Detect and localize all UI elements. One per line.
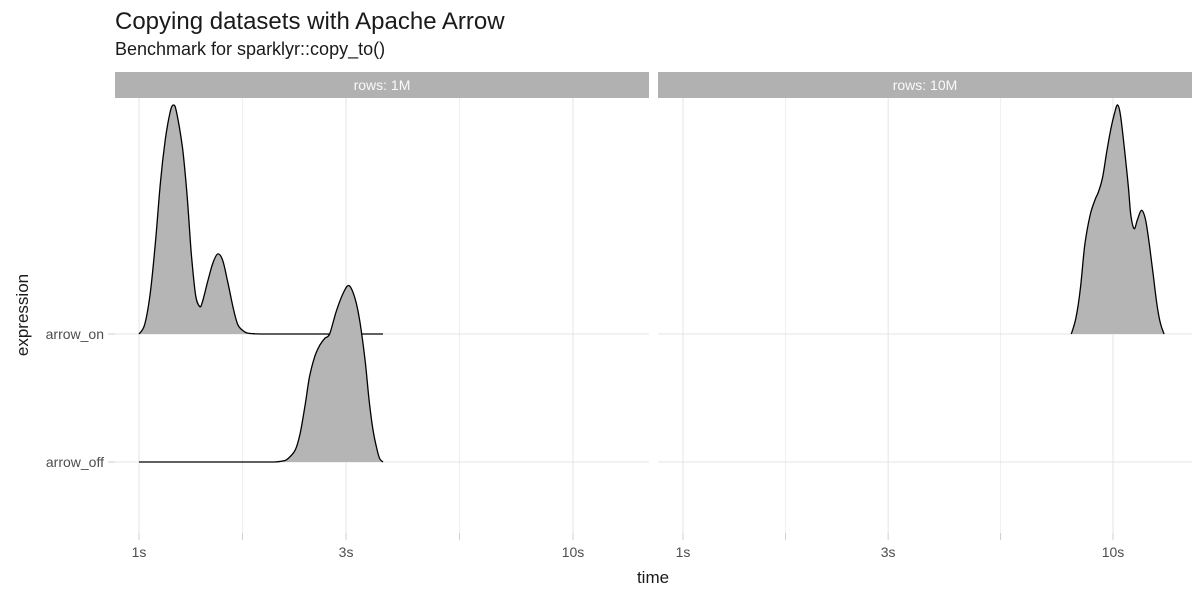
density-outline-arrow_off [139,284,384,463]
x-tick-label: 3s [880,544,896,560]
facet-strip-rows-1m: rows: 1M [115,72,649,98]
y-tick-label-arrow-on: arrow_on [45,326,104,342]
chart-subtitle: Benchmark for sparklyr::copy_to() [115,39,386,59]
x-tick-label: 3s [338,544,354,560]
x-tick-label: 1s [675,544,691,560]
x-tick-label: 10s [561,544,585,560]
facet-strip-rows-10m: rows: 10M [658,72,1192,98]
x-tick-label: 10s [1101,544,1125,560]
x-tick-label: 1s [131,544,147,560]
y-tick-label-arrow-off: arrow_off [45,454,104,470]
density-fill-arrow_off [139,285,383,462]
density-outline-arrow_on [1070,104,1165,335]
density-fill-arrow_on [139,104,383,335]
x-axis-title: time [636,568,670,587]
density-outline-arrow_on [138,104,383,335]
y-axis-title: expression [13,273,32,357]
density-fill-arrow_on [1071,104,1165,334]
chart-title: Copying datasets with Apache Arrow [115,8,505,35]
